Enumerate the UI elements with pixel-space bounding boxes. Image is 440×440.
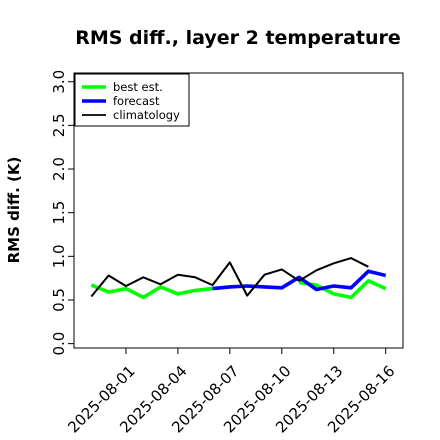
plot-frame (73, 72, 404, 349)
series-line-0-seg-0 (90, 283, 213, 300)
legend-label-1: forecast (113, 94, 160, 108)
y-tick-label: 2.5 (50, 113, 68, 137)
y-tick-label: 0.5 (50, 288, 68, 312)
y-tick-label: 3.0 (50, 70, 68, 94)
legend-label-0: best est. (113, 80, 163, 94)
y-axis-label: RMS diff. (K) (5, 157, 23, 264)
series-line-0-seg-1 (298, 278, 387, 300)
y-tick-label: 1.5 (50, 201, 68, 225)
plot-area: 0.00.51.01.52.02.53.02025-08-012025-08-0… (50, 70, 404, 436)
legend-label-2: climatology (113, 108, 180, 122)
y-tick-label: 2.0 (50, 157, 68, 181)
y-tick-label: 1.0 (50, 244, 68, 268)
series-line-2-seg-0 (90, 257, 369, 298)
y-tick-label: 0.0 (50, 332, 68, 356)
chart-title: RMS diff., layer 2 temperature (75, 27, 401, 49)
